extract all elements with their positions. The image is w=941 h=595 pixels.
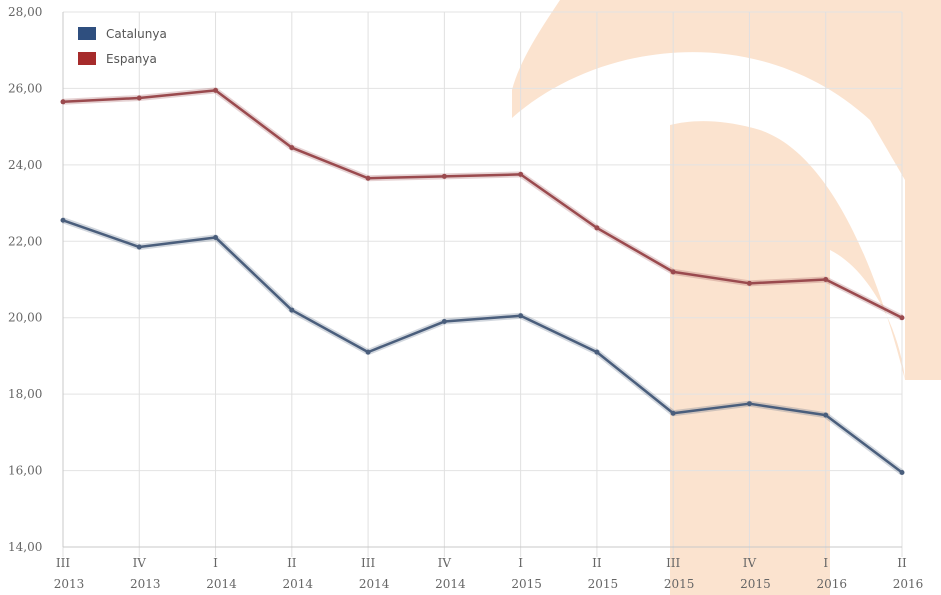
data-point[interactable] bbox=[823, 277, 829, 282]
x-tick-year: 2013 bbox=[54, 577, 85, 591]
x-tick-year: 2014 bbox=[206, 577, 237, 591]
data-point[interactable] bbox=[441, 319, 447, 325]
data-point[interactable] bbox=[365, 349, 371, 355]
x-tick-quarter: III bbox=[56, 556, 70, 570]
x-tick-year: 2014 bbox=[359, 577, 390, 591]
y-tick-label: 22,00 bbox=[8, 234, 42, 248]
data-point[interactable] bbox=[899, 315, 905, 321]
x-tick-quarter: II bbox=[287, 556, 297, 570]
y-axis: 14,00 16,00 18,00 20,00 22,00 24,00 26,00 28,00 bbox=[8, 5, 64, 554]
legend-label: Espanya bbox=[106, 52, 157, 66]
data-point[interactable] bbox=[136, 244, 142, 250]
data-point[interactable] bbox=[60, 217, 66, 223]
data-point[interactable] bbox=[899, 469, 905, 475]
x-tick-quarter: I bbox=[518, 556, 523, 570]
data-point[interactable] bbox=[289, 145, 295, 151]
x-tick-quarter: IV bbox=[438, 556, 452, 570]
data-point[interactable] bbox=[213, 234, 219, 240]
y-tick-label: 28,00 bbox=[8, 5, 42, 19]
series-line bbox=[62, 219, 903, 474]
x-tick-year: 2015 bbox=[511, 577, 542, 591]
series-line bbox=[62, 89, 903, 319]
series-catalunya bbox=[60, 217, 905, 475]
data-point[interactable] bbox=[746, 280, 752, 286]
y-tick-label: 14,00 bbox=[8, 540, 42, 554]
y-tick-label: 24,00 bbox=[8, 158, 42, 172]
data-point[interactable] bbox=[746, 401, 752, 407]
y-tick-label: 16,00 bbox=[8, 464, 42, 478]
x-tick-year: 2015 bbox=[740, 577, 771, 591]
y-tick-label: 18,00 bbox=[8, 387, 42, 401]
legend-label: Catalunya bbox=[106, 27, 167, 41]
legend: Catalunya Espanya bbox=[78, 27, 167, 66]
x-tick-quarter: I bbox=[213, 556, 218, 570]
data-point[interactable] bbox=[441, 173, 447, 179]
x-tick-year: 2015 bbox=[664, 577, 695, 591]
x-tick-year: 2014 bbox=[435, 577, 466, 591]
series-espanya bbox=[60, 87, 905, 321]
x-tick-quarter: I bbox=[823, 556, 828, 570]
x-axis: III2013IV2013I2014II2014III2014IV2014I20… bbox=[54, 546, 924, 591]
x-tick-quarter: II bbox=[592, 556, 602, 570]
data-point[interactable] bbox=[518, 171, 524, 177]
watermark-logo bbox=[512, 0, 941, 595]
x-tick-year: 2016 bbox=[893, 577, 924, 591]
y-tick-label: 26,00 bbox=[8, 81, 42, 95]
data-point[interactable] bbox=[594, 225, 600, 231]
data-point[interactable] bbox=[60, 99, 66, 105]
legend-swatch bbox=[78, 52, 96, 65]
data-point[interactable] bbox=[670, 269, 676, 275]
data-point[interactable] bbox=[289, 307, 295, 313]
x-tick-quarter: IV bbox=[133, 556, 147, 570]
x-tick-year: 2015 bbox=[588, 577, 619, 591]
data-point[interactable] bbox=[670, 410, 676, 416]
x-tick-year: 2014 bbox=[283, 577, 314, 591]
x-tick-quarter: III bbox=[361, 556, 375, 570]
legend-swatch bbox=[78, 27, 96, 40]
data-point[interactable] bbox=[594, 349, 600, 355]
series-layer bbox=[60, 87, 905, 475]
data-point[interactable] bbox=[365, 175, 371, 181]
x-tick-quarter: IV bbox=[743, 556, 757, 570]
x-tick-year: 2016 bbox=[816, 577, 847, 591]
data-point[interactable] bbox=[136, 95, 142, 101]
x-tick-year: 2013 bbox=[130, 577, 161, 591]
data-point[interactable] bbox=[823, 412, 829, 418]
y-tick-label: 20,00 bbox=[8, 311, 42, 325]
x-tick-quarter: II bbox=[897, 556, 907, 570]
x-tick-quarter: III bbox=[666, 556, 680, 570]
watermark-arch-shape bbox=[512, 0, 941, 595]
data-point[interactable] bbox=[213, 87, 219, 93]
data-point[interactable] bbox=[518, 313, 524, 319]
